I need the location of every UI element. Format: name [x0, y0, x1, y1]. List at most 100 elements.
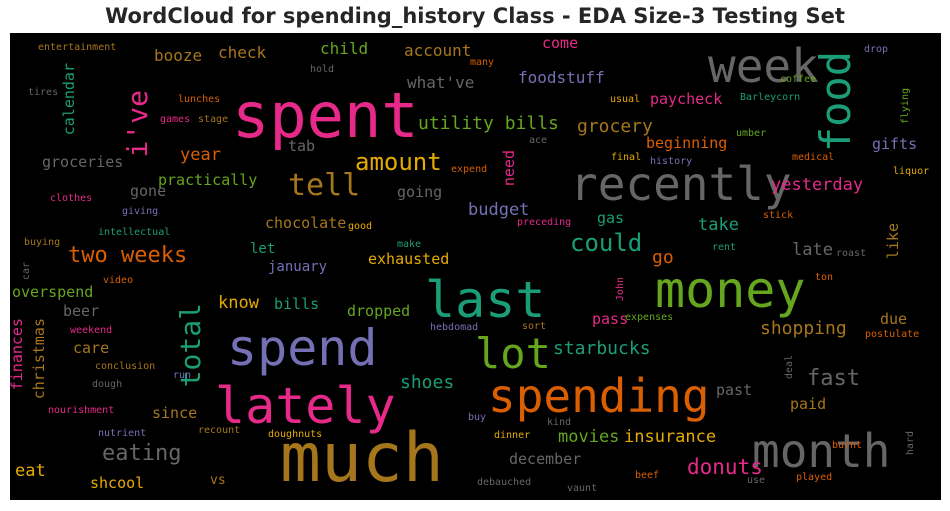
word-practically: practically	[158, 171, 258, 189]
word-exhausted: exhausted	[368, 250, 450, 268]
word-gifts: gifts	[872, 135, 918, 153]
wordcloud-canvas: much spent money last spend lately spending rec…	[10, 33, 941, 500]
word-movies: movies	[558, 427, 620, 447]
word-john: John	[615, 277, 626, 302]
word-sort: sort	[522, 321, 547, 332]
word-amount: amount	[355, 148, 442, 176]
word-ton: ton	[815, 272, 834, 283]
word-postulate: postulate	[865, 329, 920, 340]
word-go: go	[652, 247, 674, 268]
word-lunches: lunches	[178, 94, 221, 105]
word-food: food	[811, 51, 860, 153]
word-take: take	[698, 215, 739, 235]
word-giving: giving	[122, 206, 159, 217]
word-tell: tell	[288, 168, 361, 203]
word-played: played	[796, 472, 833, 483]
word-eat: eat	[15, 461, 46, 481]
word-dropped: dropped	[347, 302, 411, 320]
word-hold: hold	[310, 64, 335, 75]
word-gone: gone	[130, 182, 167, 200]
word-donuts: donuts	[687, 455, 763, 479]
word-flying: flying	[900, 88, 911, 125]
word-week: week	[708, 39, 819, 93]
word-i-ve: i've	[121, 90, 154, 158]
word-utility-bills: utility bills	[418, 113, 559, 134]
word-clothes: clothes	[50, 193, 93, 204]
word-expenses: expenses	[625, 312, 674, 323]
word-last: last	[425, 271, 546, 329]
word-vaunt: vaunt	[567, 483, 598, 494]
word-roast: roast	[836, 248, 867, 259]
word-groceries: groceries	[42, 153, 124, 171]
word-spending: spending	[488, 369, 710, 423]
word-barleycorn: Barleycorn	[740, 92, 801, 103]
word-booze: booze	[154, 46, 203, 65]
word-vs: vs	[210, 473, 226, 488]
word-tires: tires	[28, 87, 59, 98]
word-spent: spent	[232, 79, 419, 152]
word-need: need	[500, 150, 518, 187]
word-overspend: overspend	[12, 283, 94, 301]
word-stage: stage	[198, 114, 229, 125]
word-shoes: shoes	[400, 372, 455, 393]
word-grocery: grocery	[577, 116, 653, 137]
word-since: since	[152, 404, 198, 422]
word-chocolate: chocolate	[265, 214, 347, 232]
word-lot: lot	[475, 329, 551, 378]
word-calendar: calendar	[60, 63, 78, 136]
word-bills: bills	[274, 295, 320, 313]
word-yesterday: yesterday	[771, 175, 864, 195]
word-december: december	[509, 450, 582, 468]
word-deal: deal	[784, 355, 795, 380]
word-recently: recently	[570, 157, 792, 211]
word-make: make	[397, 239, 422, 250]
word-lately: lately	[215, 377, 396, 435]
word-due: due	[880, 310, 908, 328]
word-history: history	[650, 156, 693, 167]
word-shopping: shopping	[760, 318, 847, 339]
word-coffee: coffee	[780, 74, 817, 85]
word-could: could	[570, 229, 643, 257]
word-beer: beer	[63, 302, 100, 320]
word-hard: hard	[905, 431, 916, 456]
word-shcool: shcool	[90, 474, 145, 492]
word-ace: ace	[529, 135, 548, 146]
word-eating: eating	[102, 441, 182, 466]
word-conclusion: conclusion	[95, 361, 156, 372]
word-final: final	[611, 152, 642, 163]
word-finances: finances	[10, 318, 26, 391]
word-recount: recount	[198, 425, 241, 436]
word-dinner: dinner	[494, 430, 531, 441]
word-medical: medical	[792, 152, 835, 163]
word-burnt: burnt	[832, 440, 863, 451]
word-january: january	[268, 259, 328, 275]
word-let: let	[250, 241, 276, 257]
word-car: car	[21, 262, 32, 281]
word-spend: spend	[227, 319, 378, 377]
word-come: come	[542, 34, 579, 52]
word-many: many	[470, 57, 495, 68]
word-know: know	[218, 293, 259, 313]
word-late: late	[792, 240, 833, 260]
word-run: run	[173, 370, 192, 381]
word-stick: stick	[763, 210, 794, 221]
word-year: year	[180, 145, 221, 165]
word-christmas: christmas	[30, 318, 48, 400]
word-fast: fast	[807, 366, 860, 391]
chart-title: WordCloud for spending_history Class - E…	[105, 4, 845, 28]
word-usual: usual	[610, 94, 641, 105]
word-much: much	[280, 419, 444, 498]
word-past: past	[716, 381, 753, 399]
word-good: good	[348, 221, 373, 232]
word-video: video	[103, 275, 134, 286]
word-nutrient: nutrient	[98, 428, 147, 439]
word-buy: buy	[468, 412, 487, 423]
word-care: care	[73, 339, 110, 357]
word-debauched: debauched	[477, 477, 532, 488]
word-pass: pass	[592, 310, 629, 328]
word-kind: kind	[547, 417, 572, 428]
word-expend: expend	[451, 164, 488, 175]
word-preceding: preceding	[517, 217, 572, 228]
word-entertainment: entertainment	[38, 42, 117, 53]
